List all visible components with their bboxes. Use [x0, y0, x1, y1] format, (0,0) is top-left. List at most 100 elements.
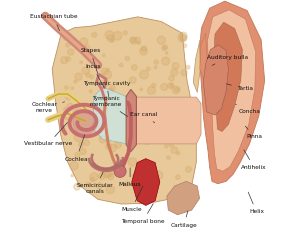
- Circle shape: [168, 119, 175, 126]
- Circle shape: [127, 95, 130, 98]
- Text: Incus: Incus: [85, 64, 104, 88]
- Circle shape: [70, 162, 78, 170]
- Circle shape: [74, 183, 80, 190]
- Circle shape: [66, 57, 70, 61]
- Text: Antihelix: Antihelix: [241, 150, 267, 170]
- Circle shape: [84, 140, 89, 146]
- Circle shape: [66, 43, 70, 47]
- Polygon shape: [200, 33, 207, 82]
- Polygon shape: [200, 1, 265, 184]
- Circle shape: [93, 110, 98, 114]
- Circle shape: [137, 42, 140, 44]
- Circle shape: [107, 35, 114, 42]
- Circle shape: [163, 45, 168, 49]
- Circle shape: [108, 88, 114, 94]
- Circle shape: [126, 123, 130, 126]
- Circle shape: [186, 166, 191, 172]
- Circle shape: [99, 136, 106, 143]
- Circle shape: [167, 138, 171, 142]
- Circle shape: [77, 183, 80, 186]
- Circle shape: [119, 63, 123, 67]
- Circle shape: [102, 169, 111, 178]
- Circle shape: [130, 37, 137, 44]
- Polygon shape: [93, 87, 128, 144]
- Circle shape: [124, 96, 130, 102]
- Circle shape: [73, 110, 79, 115]
- Circle shape: [169, 139, 173, 143]
- Circle shape: [178, 34, 186, 42]
- Circle shape: [74, 133, 83, 142]
- Circle shape: [154, 171, 163, 179]
- Circle shape: [92, 32, 97, 37]
- Circle shape: [79, 142, 83, 147]
- Circle shape: [130, 77, 136, 84]
- Polygon shape: [52, 17, 196, 204]
- Circle shape: [139, 122, 143, 126]
- Text: Eustachian tube: Eustachian tube: [30, 14, 77, 31]
- Text: Helix: Helix: [248, 192, 264, 214]
- Circle shape: [113, 32, 122, 40]
- Circle shape: [170, 84, 173, 87]
- Polygon shape: [128, 97, 201, 144]
- Circle shape: [176, 152, 180, 155]
- Circle shape: [186, 65, 190, 69]
- Circle shape: [86, 182, 90, 187]
- Circle shape: [63, 33, 70, 40]
- Text: Ear canal: Ear canal: [130, 112, 158, 123]
- Circle shape: [89, 90, 92, 93]
- Circle shape: [98, 173, 105, 179]
- Text: Tartia: Tartia: [226, 84, 253, 91]
- Circle shape: [75, 73, 82, 80]
- Circle shape: [103, 54, 105, 57]
- Circle shape: [80, 149, 86, 154]
- Circle shape: [176, 128, 178, 130]
- Polygon shape: [132, 159, 160, 205]
- Circle shape: [128, 122, 131, 124]
- Text: Auditory bulla: Auditory bulla: [207, 55, 248, 65]
- Circle shape: [115, 142, 121, 148]
- Text: Cartilage: Cartilage: [171, 211, 197, 228]
- Circle shape: [76, 104, 83, 111]
- Circle shape: [132, 173, 139, 179]
- Circle shape: [142, 104, 145, 107]
- Circle shape: [111, 39, 114, 42]
- Polygon shape: [207, 10, 256, 171]
- Text: Malleus: Malleus: [119, 168, 141, 187]
- Polygon shape: [214, 22, 242, 132]
- Circle shape: [169, 76, 174, 81]
- Text: Stapes: Stapes: [80, 48, 101, 73]
- Circle shape: [73, 131, 77, 135]
- Circle shape: [146, 189, 149, 193]
- Circle shape: [157, 36, 166, 44]
- Circle shape: [137, 165, 141, 168]
- Circle shape: [73, 110, 97, 134]
- Circle shape: [169, 142, 174, 147]
- Circle shape: [150, 124, 153, 128]
- Circle shape: [166, 52, 168, 54]
- Text: Cochlear
nerve: Cochlear nerve: [31, 102, 64, 113]
- Circle shape: [134, 37, 140, 43]
- Circle shape: [84, 45, 90, 51]
- Circle shape: [161, 84, 168, 90]
- Circle shape: [75, 153, 80, 158]
- Circle shape: [65, 86, 68, 89]
- Text: Pinna: Pinna: [245, 126, 262, 139]
- Circle shape: [140, 88, 142, 91]
- Circle shape: [86, 73, 90, 77]
- Circle shape: [176, 106, 182, 112]
- Circle shape: [96, 120, 99, 122]
- Circle shape: [99, 106, 107, 114]
- Polygon shape: [203, 45, 228, 115]
- Text: Tympanic
membrane: Tympanic membrane: [89, 96, 128, 117]
- Circle shape: [162, 57, 170, 65]
- Circle shape: [80, 61, 83, 64]
- Text: Muscle: Muscle: [121, 186, 143, 212]
- Circle shape: [130, 37, 135, 42]
- Circle shape: [152, 129, 159, 136]
- Polygon shape: [126, 89, 136, 152]
- Circle shape: [175, 87, 179, 92]
- Circle shape: [65, 114, 71, 120]
- Circle shape: [71, 174, 74, 177]
- Polygon shape: [167, 181, 200, 215]
- Circle shape: [74, 80, 77, 83]
